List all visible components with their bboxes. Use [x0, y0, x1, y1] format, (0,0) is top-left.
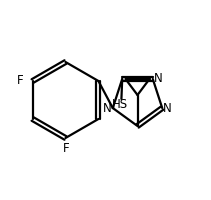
Text: F: F [63, 142, 70, 154]
Text: N: N [163, 102, 172, 115]
Text: F: F [17, 73, 24, 86]
Text: HS: HS [112, 98, 128, 111]
Text: N: N [154, 72, 162, 85]
Text: N: N [103, 102, 112, 115]
